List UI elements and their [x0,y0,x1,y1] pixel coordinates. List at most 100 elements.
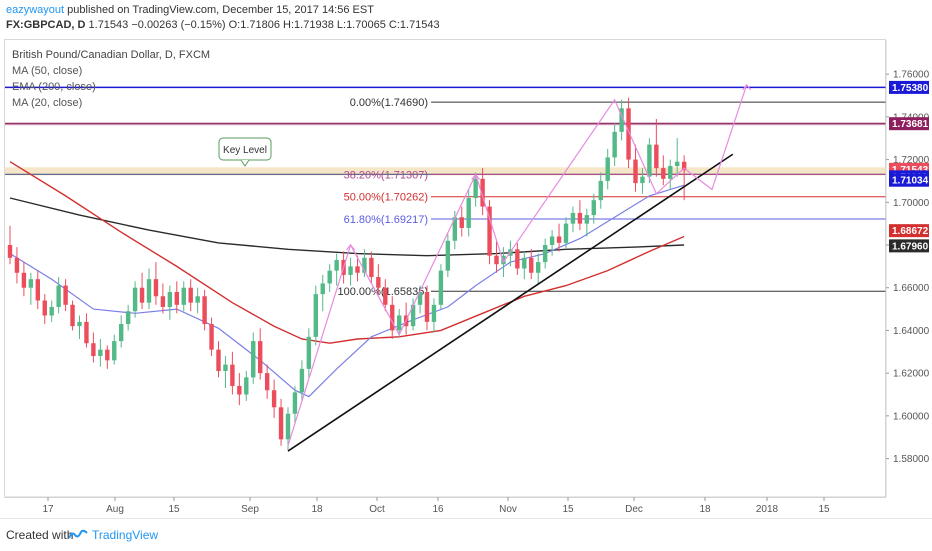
candle-body [119,324,124,342]
published-text: published on TradingView.com, December 1… [67,4,374,16]
price-tick-label: 1.76000 [893,70,930,81]
candle-body [125,311,131,325]
candle-body [681,161,687,171]
key-level-text: Key Level [223,145,267,156]
key-level-callout-pointer [240,159,250,167]
time-tick-label: 17 [42,504,54,515]
high-label: H: [283,19,295,31]
candle-body [633,159,638,184]
candle-body [42,300,47,316]
indicator-legend: British Pound/Canadian Dollar, D, FXCM M… [12,47,210,111]
price-tick-label: 1.62000 [893,369,930,380]
candle-body [251,341,256,378]
open-value: 1.71806 [240,19,280,31]
candle-body [174,291,179,305]
low-label: L: [336,19,347,31]
candle-body [84,321,89,344]
candle-body [466,198,471,228]
time-tick-label: Aug [106,504,124,515]
candle-body [320,283,325,295]
candle-body [542,245,548,263]
candle-body [591,200,596,216]
candle-body [424,291,430,322]
price-change: −0.00263 (−0.15%) [131,19,226,31]
candle-body [355,266,360,273]
price-badge-label: 1.67960 [892,241,929,252]
candle-body [348,266,353,275]
candle-body [431,304,437,322]
legend-ema200[interactable]: EMA (200, close) [12,81,96,93]
time-tick-label: Oct [369,504,385,515]
open-label: O: [228,19,241,31]
candle-body [56,285,61,307]
ma20-line [9,184,685,398]
fib-label-2: 50.00%(1.70262) [344,192,428,204]
candle-body [654,144,659,169]
candle-body [112,341,117,361]
candle-body [661,168,666,179]
high-value: 1.71938 [294,19,334,31]
candle-body [223,364,228,372]
time-tick-label: Dec [625,504,643,515]
candle-body [28,279,34,288]
candle-body [494,255,499,265]
candle-body [473,178,478,199]
price-badge [889,224,929,238]
price-tick-label: 1.58000 [893,454,930,465]
candle-body [139,287,145,303]
price-badge [889,80,929,94]
author-link[interactable]: eazywayout [6,4,65,16]
candle-body [383,287,388,305]
candle-body [188,287,193,303]
candle-body [605,157,610,181]
created-with-text: Created with [6,528,74,542]
candle-body [21,272,27,288]
candle-body [459,217,464,228]
candle-body [216,349,221,372]
candle-body [230,364,235,386]
projection-arrowhead [346,244,356,251]
candle-body [14,257,20,273]
candle-body [209,324,214,350]
key-level-zone [5,167,886,176]
candle-body [577,212,583,224]
candle-body [515,249,520,269]
legend-ma20[interactable]: MA (20, close) [12,97,83,109]
candle-body [98,349,103,357]
candle-body [327,270,332,284]
candle-body [278,407,284,440]
candle-body [334,259,339,271]
candle-body [258,341,263,374]
candle-body [619,108,624,132]
time-tick-label: 18 [311,504,323,515]
candle-body [570,212,576,224]
legend-ma50[interactable]: MA (50, close) [12,65,83,77]
time-tick-label: 16 [432,504,444,515]
time-tick-label: Sep [241,504,259,515]
candle-body [132,287,138,312]
candle-body [202,296,207,325]
price-badge-label: 1.68672 [892,226,929,237]
candle-body [501,255,506,265]
candle-body [91,343,96,357]
candle-body [563,223,569,243]
candle-body [640,176,645,184]
price-tick-label: 1.66000 [893,283,930,294]
candle-body [195,296,200,303]
candle-body [668,165,673,179]
price-chart[interactable]: 0.00%(1.74690) 38.20%(1.71307) 50.00%(1.70… [0,0,932,518]
price-tick-label: 1.64000 [893,326,930,337]
price-badge-label: 1.73681 [892,119,929,130]
price-tick-label: 1.60000 [893,411,930,422]
candle-body [299,368,305,393]
candle-body [237,385,242,395]
candle-body [626,108,631,160]
candle-body [598,180,603,201]
fib-label-4: 100.00%(1.65835) [337,286,428,298]
tradingview-brand-link[interactable]: TradingView [92,528,159,542]
candle-body [452,217,457,241]
candle-body [285,413,291,440]
projection-arrowhead [471,173,481,180]
projection-path [287,84,748,446]
candle-body [675,161,680,166]
